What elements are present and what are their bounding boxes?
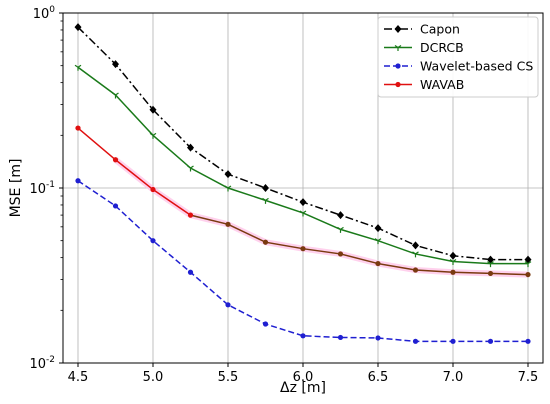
data-point (337, 334, 344, 341)
y-axis-label: MSE [m] (8, 159, 24, 218)
data-point (375, 260, 381, 267)
data-point (112, 157, 119, 163)
data-point (337, 226, 344, 233)
data-point (487, 261, 494, 268)
legend-item: WAVAB (384, 77, 464, 92)
data-point (187, 212, 194, 218)
data-point (337, 251, 344, 257)
data-point (74, 23, 82, 32)
data-point (224, 170, 232, 179)
data-point (149, 132, 157, 139)
data-point (112, 203, 119, 209)
data-point (225, 221, 231, 227)
data-point (412, 267, 419, 273)
legend-item: Capon (384, 22, 460, 37)
data-point (150, 238, 156, 244)
x-tick-label: 7.0 (443, 370, 464, 385)
data-point (449, 259, 457, 266)
x-tick-label: 4.5 (68, 370, 89, 385)
data-point (412, 251, 419, 258)
y-tick-label: 10-2 (29, 355, 55, 372)
data-point (224, 185, 232, 192)
data-point (150, 186, 156, 193)
y-axis-ticks: 10-2 10-1 100 (29, 5, 63, 372)
data-point (337, 211, 344, 220)
series-wavelet-based-cs (75, 178, 531, 344)
data-point (524, 255, 532, 264)
legend-item: DCRCB (384, 40, 464, 55)
x-tick-label: 5.5 (218, 370, 239, 385)
data-point (412, 338, 419, 344)
data-point (300, 333, 306, 339)
data-point (525, 338, 531, 344)
legend-item: Wavelet-based CS (384, 59, 533, 74)
data-point (299, 210, 307, 217)
data-point (300, 246, 306, 252)
data-point (112, 60, 119, 69)
data-point (375, 335, 381, 341)
data-point (374, 224, 382, 233)
x-tick-label: 6.0 (293, 370, 314, 385)
legend-label: Wavelet-based CS (420, 59, 533, 74)
data-point (449, 251, 457, 260)
y-tick-label: 100 (33, 5, 56, 22)
series-line (190, 214, 529, 276)
data-point (487, 338, 494, 344)
data-point (74, 64, 82, 71)
data-point (225, 302, 231, 308)
legend-label: Capon (420, 22, 460, 37)
legend-marker (395, 63, 401, 69)
data-point (187, 165, 194, 172)
data-point (524, 261, 532, 268)
legend-box (377, 16, 539, 98)
data-point (75, 178, 81, 184)
legend-label: DCRCB (420, 40, 464, 55)
data-point (412, 241, 419, 250)
series-dcrcb (74, 64, 532, 268)
x-tick-label: 5.0 (143, 370, 164, 385)
data-point (262, 239, 269, 245)
legend-marker (395, 81, 401, 88)
series-capon (74, 23, 532, 264)
x-tick-label: 7.5 (518, 370, 539, 385)
data-point (262, 197, 269, 204)
data-point (525, 271, 531, 278)
data-point (487, 255, 494, 264)
data-point (187, 269, 194, 275)
series-wavab (75, 125, 531, 278)
data-point (262, 184, 269, 192)
legend-marker (394, 45, 402, 51)
data-point (487, 270, 494, 277)
data-point (187, 143, 194, 152)
x-axis-ticks: 4.5 5.0 5.5 6.0 6.5 7.0 7.5 (68, 363, 539, 385)
data-point (112, 92, 119, 99)
data-point (374, 238, 382, 245)
data-point (450, 269, 456, 275)
x-tick-label: 6.5 (368, 370, 389, 385)
data-point (262, 321, 269, 327)
data-point (450, 338, 456, 344)
legend-marker (394, 25, 402, 33)
data-point (149, 105, 157, 114)
data-point (299, 198, 307, 207)
series-layer (74, 23, 532, 344)
legend-label: WAVAB (420, 77, 464, 92)
data-point (75, 125, 81, 131)
legend: Capon DCRCB Wavelet-based CS WAVAB (377, 16, 539, 98)
x-axis-label: Δz [m] (280, 380, 326, 396)
y-tick-label: 10-1 (29, 180, 55, 197)
series-line (77, 127, 191, 216)
